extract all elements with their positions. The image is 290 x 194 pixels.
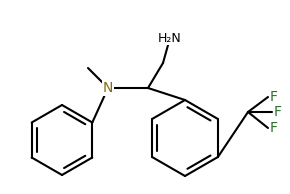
- Text: H₂N: H₂N: [158, 31, 182, 44]
- Text: F: F: [270, 90, 278, 104]
- Text: F: F: [270, 121, 278, 135]
- Text: N: N: [103, 81, 113, 95]
- Text: F: F: [274, 105, 282, 119]
